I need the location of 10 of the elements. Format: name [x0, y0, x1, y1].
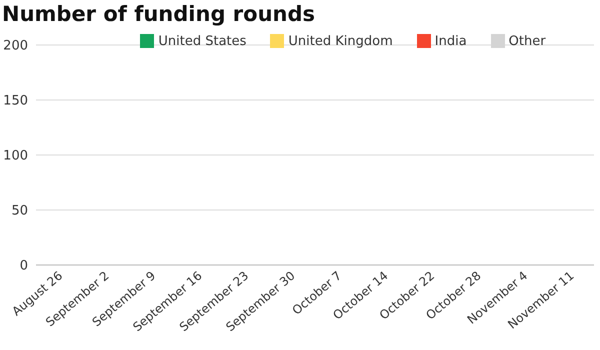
- legend-label: India: [434, 34, 467, 49]
- legend-label: United States: [158, 34, 246, 49]
- legend-label: United Kingdom: [288, 34, 393, 49]
- y-tick-label: 50: [11, 204, 28, 219]
- chart-title: Number of funding rounds: [2, 2, 316, 26]
- y-tick-label: 0: [20, 258, 28, 274]
- y-tick-label: 100: [3, 148, 28, 164]
- y-tick-label: 150: [3, 94, 28, 109]
- legend-label: Other: [508, 34, 546, 49]
- y-tick-label: 200: [3, 38, 28, 54]
